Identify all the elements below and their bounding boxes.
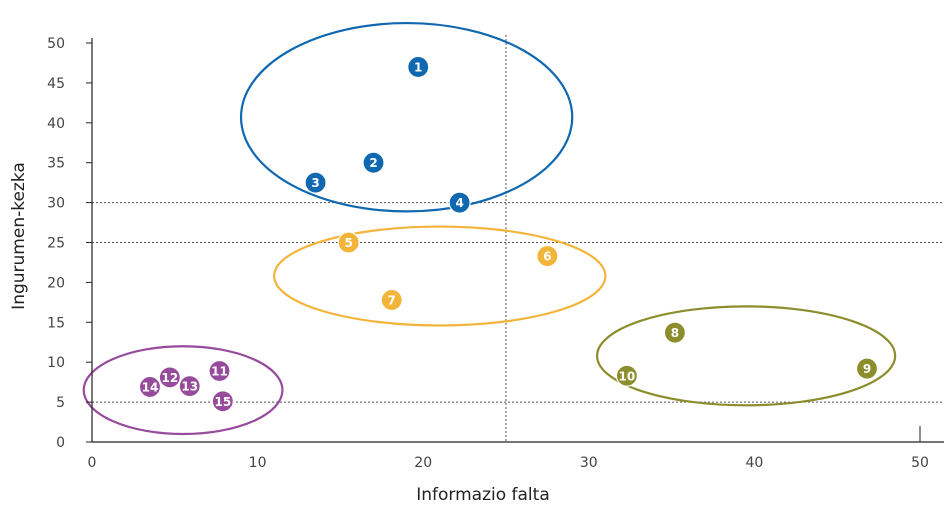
- data-point-marker: [855, 357, 879, 380]
- y-tick-label: 25: [47, 236, 65, 252]
- data-point-marker: [362, 151, 385, 174]
- data-point-marker: [158, 366, 181, 389]
- data-point-13: 13: [178, 375, 201, 398]
- y-tick-label: 5: [56, 395, 65, 411]
- x-tick-label: 0: [88, 455, 97, 471]
- data-point-7: 7: [380, 288, 403, 312]
- cluster-ellipse-purple: [82, 345, 284, 436]
- data-point-marker: [380, 288, 403, 312]
- data-point-label: 14: [142, 380, 159, 394]
- x-tick-label: 40: [745, 455, 763, 471]
- y-tick-label: 45: [47, 76, 65, 92]
- x-axis-title: Informazio falta: [416, 485, 550, 505]
- data-point-label: 3: [311, 176, 319, 190]
- cluster-ellipses: [82, 21, 897, 436]
- y-tick-label: 20: [47, 275, 65, 291]
- data-point-marker: [615, 364, 638, 387]
- data-point-label: 8: [671, 326, 679, 340]
- data-point-4: 4: [448, 191, 471, 214]
- data-point-10: 10: [615, 364, 638, 387]
- data-point-1: 1: [407, 55, 430, 79]
- y-tick-label: 50: [47, 36, 65, 52]
- data-point-3: 3: [304, 171, 327, 194]
- data-point-label: 10: [619, 369, 636, 383]
- x-tick-label: 30: [580, 455, 598, 471]
- y-tick-label: 35: [47, 156, 65, 172]
- y-tick-label: 0: [56, 435, 65, 451]
- data-point-label: 5: [345, 236, 353, 250]
- data-point-6: 6: [536, 244, 559, 268]
- data-point-marker: [536, 244, 559, 268]
- data-point-14: 14: [138, 375, 162, 399]
- data-point-15: 15: [211, 390, 234, 413]
- x-tick-label: 50: [911, 455, 929, 471]
- data-point-label: 1: [414, 60, 422, 74]
- data-point-marker: [138, 375, 162, 399]
- cluster-ellipse-olive: [595, 305, 897, 407]
- y-tick-label: 40: [47, 116, 65, 132]
- data-point-label: 15: [214, 395, 231, 409]
- data-point-marker: [304, 171, 327, 194]
- data-point-label: 11: [211, 364, 228, 378]
- data-point-label: 6: [543, 250, 551, 264]
- y-tick-label: 30: [47, 196, 65, 212]
- data-point-label: 13: [181, 380, 198, 394]
- data-point-marker: [178, 375, 201, 398]
- data-point-8: 8: [663, 321, 687, 344]
- y-axis-title: Ingurumen-kezka: [9, 162, 29, 310]
- y-tick-label: 10: [47, 355, 65, 371]
- data-point-marker: [407, 55, 430, 79]
- data-point-marker: [208, 359, 231, 383]
- x-tick-label: 20: [414, 455, 432, 471]
- data-point-label: 9: [863, 362, 871, 376]
- data-point-11: 11: [208, 359, 231, 383]
- data-point-marker: [663, 321, 687, 344]
- data-point-marker: [211, 390, 234, 413]
- data-point-label: 4: [455, 196, 463, 210]
- data-point-12: 12: [158, 366, 181, 389]
- y-tick-label: 15: [47, 315, 65, 331]
- data-point-marker: [448, 191, 471, 214]
- data-point-2: 2: [362, 151, 385, 174]
- data-point-label: 2: [369, 156, 377, 170]
- data-point-5: 5: [337, 231, 360, 254]
- x-tick-label: 10: [249, 455, 267, 471]
- data-point-label: 7: [388, 293, 396, 307]
- axes: [91, 38, 944, 443]
- data-point-label: 12: [161, 371, 178, 385]
- cluster-ellipse-orange: [273, 225, 607, 327]
- data-point-marker: [337, 231, 360, 254]
- data-point-9: 9: [855, 357, 879, 380]
- cluster-ellipse-blue: [239, 21, 574, 213]
